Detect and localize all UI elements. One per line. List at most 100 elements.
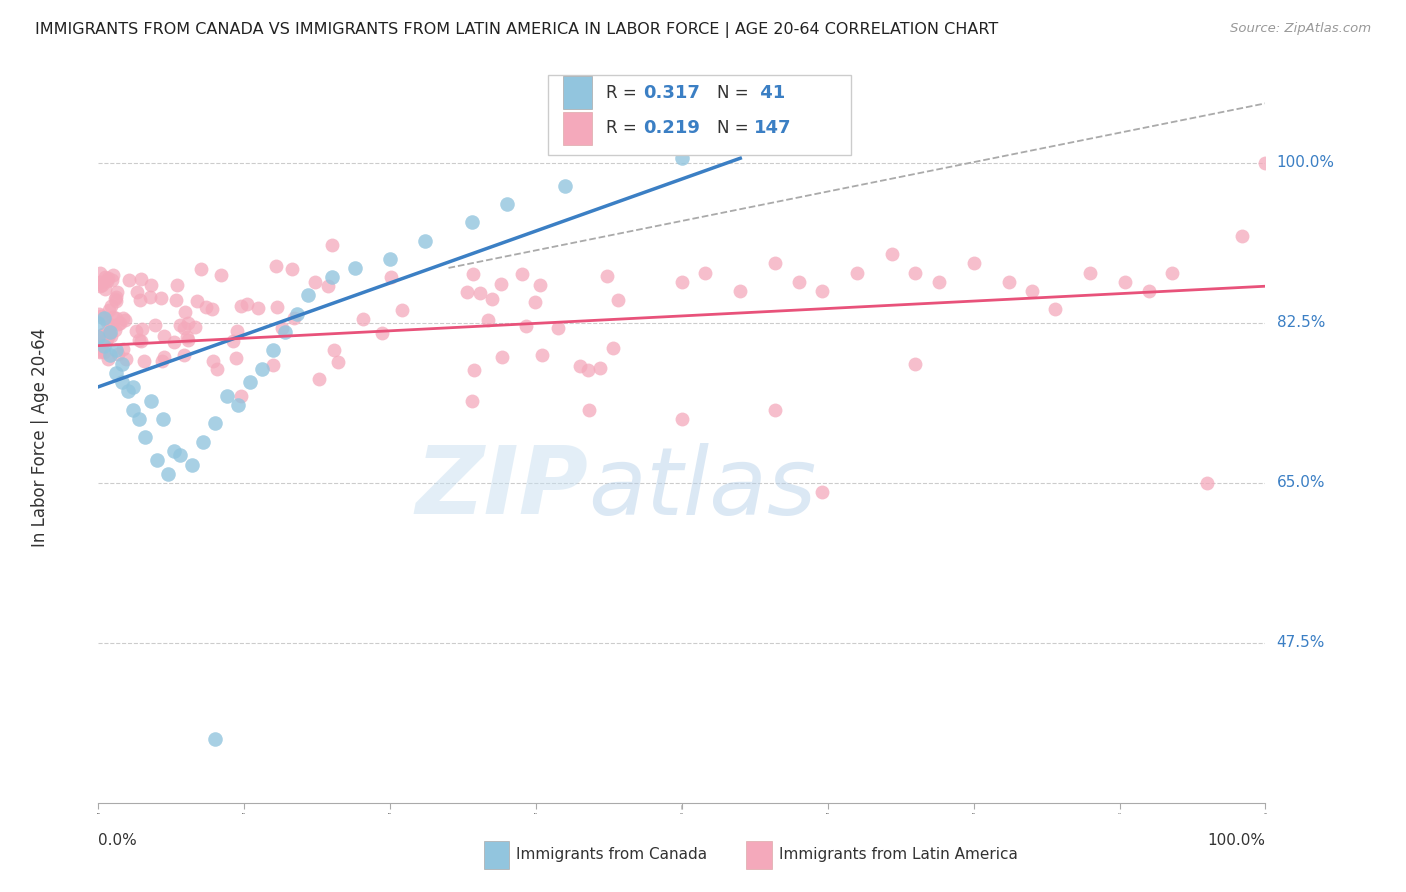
Point [530,348,553,362]
Point [97,271,120,285]
Text: Immigrants from Latin America: Immigrants from Latin America [779,847,1018,863]
Point [391,303,413,318]
Point [928,275,950,289]
Point [262,343,284,358]
Point [523,295,546,310]
FancyBboxPatch shape [548,75,851,155]
Point [671,151,693,165]
Point [596,268,619,283]
Point [90,309,112,323]
Point [157,467,180,481]
Point [91,326,114,341]
Point [1080,266,1102,280]
Point [96,316,118,330]
Point [118,273,141,287]
Point [108,316,131,330]
Point [489,277,512,291]
Point [962,256,984,270]
Point [477,313,499,327]
Point [93,338,115,352]
Point [671,275,693,289]
Point [177,316,200,330]
Point [131,322,153,336]
Point [787,275,810,289]
Text: ZIP: ZIP [416,442,589,534]
Point [209,268,232,282]
Point [89,278,111,293]
Point [671,412,693,426]
Point [97,352,120,367]
Point [107,317,129,331]
Point [239,375,262,389]
Point [94,334,117,348]
Point [554,178,576,193]
Point [463,363,485,377]
Point [97,327,120,342]
Point [91,336,114,351]
Text: 100.0%: 100.0% [1208,833,1265,848]
Point [281,261,304,276]
Point [111,357,134,371]
FancyBboxPatch shape [562,77,592,110]
Point [578,402,600,417]
Point [173,321,195,335]
Point [201,301,224,316]
Point [380,252,402,266]
Point [266,259,288,273]
Point [98,325,121,339]
Point [186,293,208,308]
Text: 47.5%: 47.5% [1277,635,1324,650]
Point [103,310,125,324]
Point [98,348,121,362]
Point [105,285,128,300]
Point [547,321,569,335]
Point [1137,284,1160,298]
Text: 65.0%: 65.0% [1277,475,1324,491]
Point [1230,228,1253,243]
Point [104,294,127,309]
Point [194,300,217,314]
Point [602,341,624,355]
Point [97,326,120,341]
Point [1021,284,1043,298]
Text: 82.5%: 82.5% [1277,315,1324,330]
Text: IMMIGRANTS FROM CANADA VS IMMIGRANTS FROM LATIN AMERICA IN LABOR FORCE | AGE 20-: IMMIGRANTS FROM CANADA VS IMMIGRANTS FRO… [35,22,998,38]
Point [496,197,519,211]
Point [481,292,503,306]
Point [215,389,238,403]
Point [266,300,288,314]
Point [114,313,136,327]
Text: R =: R = [606,119,643,137]
Point [371,326,394,341]
Point [105,290,128,304]
Point [231,389,253,403]
Point [321,237,343,252]
Point [177,333,200,347]
Point [93,311,115,326]
Point [456,285,478,299]
Point [1114,275,1136,289]
Point [100,318,122,333]
Point [100,299,122,313]
Point [163,335,186,350]
FancyBboxPatch shape [747,841,772,869]
Point [250,361,273,376]
Point [190,261,212,276]
Text: 0.219: 0.219 [644,119,700,137]
Point [153,329,176,343]
Point [89,266,111,280]
Point [131,272,153,286]
Point [352,312,374,326]
Point [125,324,148,338]
Point [125,285,148,299]
Point [763,402,786,417]
Point [89,343,111,358]
Point [103,268,125,282]
Point [173,348,195,362]
Point [141,278,163,293]
Point [91,277,114,292]
Point [205,361,228,376]
Point [606,293,628,307]
Point [89,307,111,321]
Point [193,434,215,449]
